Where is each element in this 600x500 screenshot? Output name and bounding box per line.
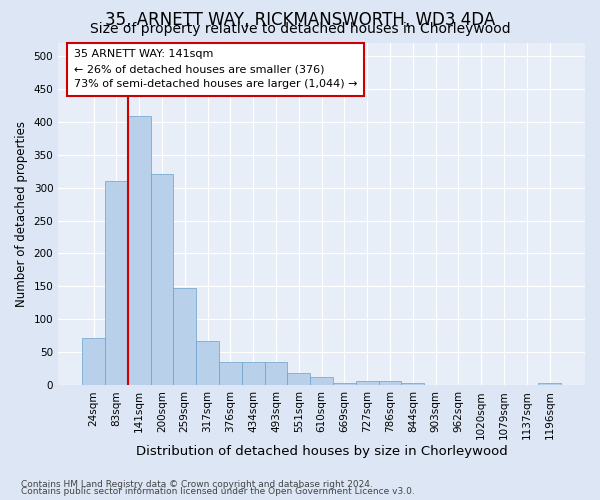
Bar <box>82 338 105 386</box>
Text: Contains HM Land Registry data © Crown copyright and database right 2024.: Contains HM Land Registry data © Crown c… <box>21 480 373 489</box>
Bar <box>105 181 128 386</box>
Bar <box>173 288 196 386</box>
Bar <box>151 174 173 386</box>
Bar <box>242 362 265 386</box>
Text: Size of property relative to detached houses in Chorleywood: Size of property relative to detached ho… <box>89 22 511 36</box>
Text: Contains public sector information licensed under the Open Government Licence v3: Contains public sector information licen… <box>21 487 415 496</box>
Bar <box>424 384 447 386</box>
Y-axis label: Number of detached properties: Number of detached properties <box>15 121 28 307</box>
Bar <box>287 374 310 386</box>
Bar <box>219 362 242 386</box>
Text: 35 ARNETT WAY: 141sqm
← 26% of detached houses are smaller (376)
73% of semi-det: 35 ARNETT WAY: 141sqm ← 26% of detached … <box>74 50 358 89</box>
Bar <box>333 382 356 386</box>
Bar <box>196 340 219 386</box>
Text: 35, ARNETT WAY, RICKMANSWORTH, WD3 4DA: 35, ARNETT WAY, RICKMANSWORTH, WD3 4DA <box>105 11 495 29</box>
Bar <box>538 382 561 386</box>
Bar <box>265 362 287 386</box>
Bar <box>401 382 424 386</box>
Bar <box>128 116 151 386</box>
Bar <box>379 382 401 386</box>
Bar <box>356 382 379 386</box>
X-axis label: Distribution of detached houses by size in Chorleywood: Distribution of detached houses by size … <box>136 444 508 458</box>
Bar <box>310 377 333 386</box>
